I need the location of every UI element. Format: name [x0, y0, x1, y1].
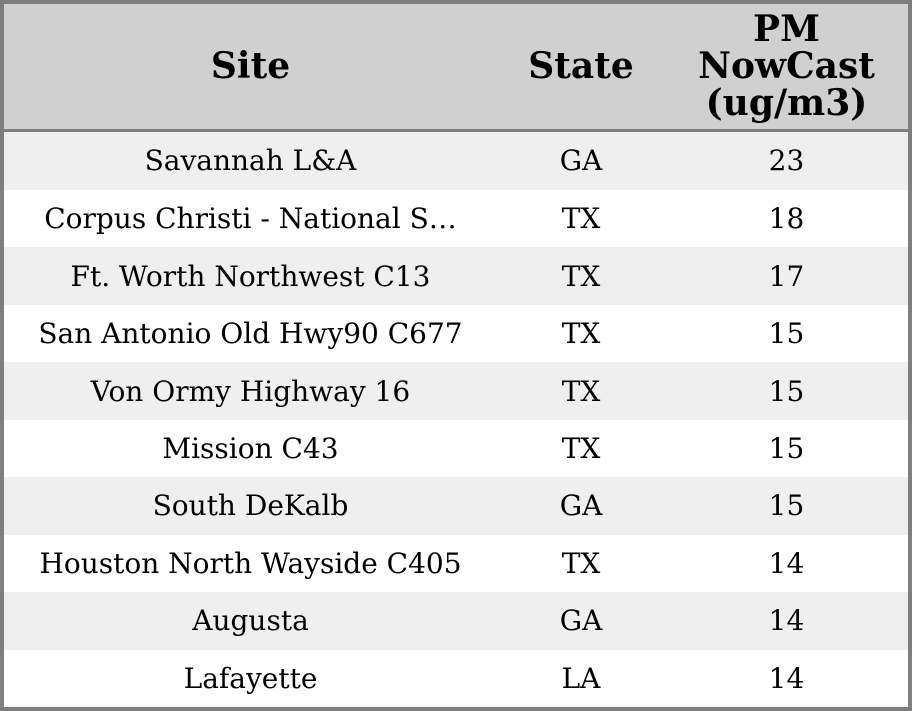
site-cell: Augusta — [192, 604, 309, 638]
site-cell: South DeKalb — [152, 489, 349, 523]
state-cell: TX — [561, 432, 601, 466]
pm-value-cell: 14 — [768, 546, 805, 580]
pm-value-cell: 18 — [768, 202, 805, 236]
state-cell: GA — [559, 604, 603, 638]
table-row: Mission C43 TX 15 — [4, 419, 908, 478]
site-cell: Houston North Wayside C405 — [39, 546, 462, 580]
table-row: San Antonio Old Hwy90 C677 TX 15 — [4, 304, 908, 363]
table-row: Von Ormy Highway 16 TX 15 — [4, 362, 908, 420]
pm-value-cell: 15 — [768, 317, 805, 351]
table-header: Site State PM NowCast (ug/m3) — [4, 4, 908, 132]
table-row: Corpus Christi - National S… TX 18 — [4, 190, 908, 248]
table-body: Savannah L&A GA 23 Corpus Christi - Nati… — [4, 130, 908, 707]
state-cell: TX — [561, 202, 601, 236]
state-cell: TX — [561, 546, 601, 580]
pm-value-cell: 15 — [768, 489, 805, 523]
pm-nowcast-column-header[interactable]: PM NowCast (ug/m3) — [665, 4, 908, 132]
state-cell: GA — [559, 489, 603, 523]
pm-value-cell: 15 — [768, 432, 805, 466]
site-column-header[interactable]: Site — [4, 4, 497, 132]
table-row: Savannah L&A GA 23 — [4, 130, 908, 191]
state-cell: LA — [561, 661, 601, 695]
site-cell: Corpus Christi - National S… — [44, 202, 457, 236]
pm-value-cell: 14 — [768, 661, 805, 695]
table-row: South DeKalb GA 15 — [4, 477, 908, 535]
state-column-header[interactable]: State — [497, 4, 665, 132]
site-cell: San Antonio Old Hwy90 C677 — [38, 317, 463, 351]
table-row: Ft. Worth Northwest C13 TX 17 — [4, 247, 908, 305]
table-row: Lafayette LA 14 — [4, 649, 908, 707]
site-cell: Von Ormy Highway 16 — [90, 374, 411, 408]
state-cell: TX — [561, 374, 601, 408]
state-cell: GA — [559, 144, 603, 178]
pm-value-cell: 17 — [768, 259, 805, 293]
pm-nowcast-data-table: Site State PM NowCast (ug/m3) Savannah L… — [4, 4, 908, 707]
state-cell: TX — [561, 317, 601, 351]
table-row: Augusta GA 14 — [4, 592, 908, 650]
pm-value-cell: 15 — [768, 374, 805, 408]
state-cell: TX — [561, 259, 601, 293]
site-cell: Lafayette — [183, 661, 318, 695]
pm-value-cell: 23 — [768, 144, 805, 178]
site-cell: Mission C43 — [162, 432, 339, 466]
site-cell: Savannah L&A — [144, 144, 357, 178]
header-row: Site State PM NowCast (ug/m3) — [4, 4, 908, 132]
site-cell: Ft. Worth Northwest C13 — [70, 259, 431, 293]
table-row: Houston North Wayside C405 TX 14 — [4, 534, 908, 593]
pm-value-cell: 14 — [768, 604, 805, 638]
